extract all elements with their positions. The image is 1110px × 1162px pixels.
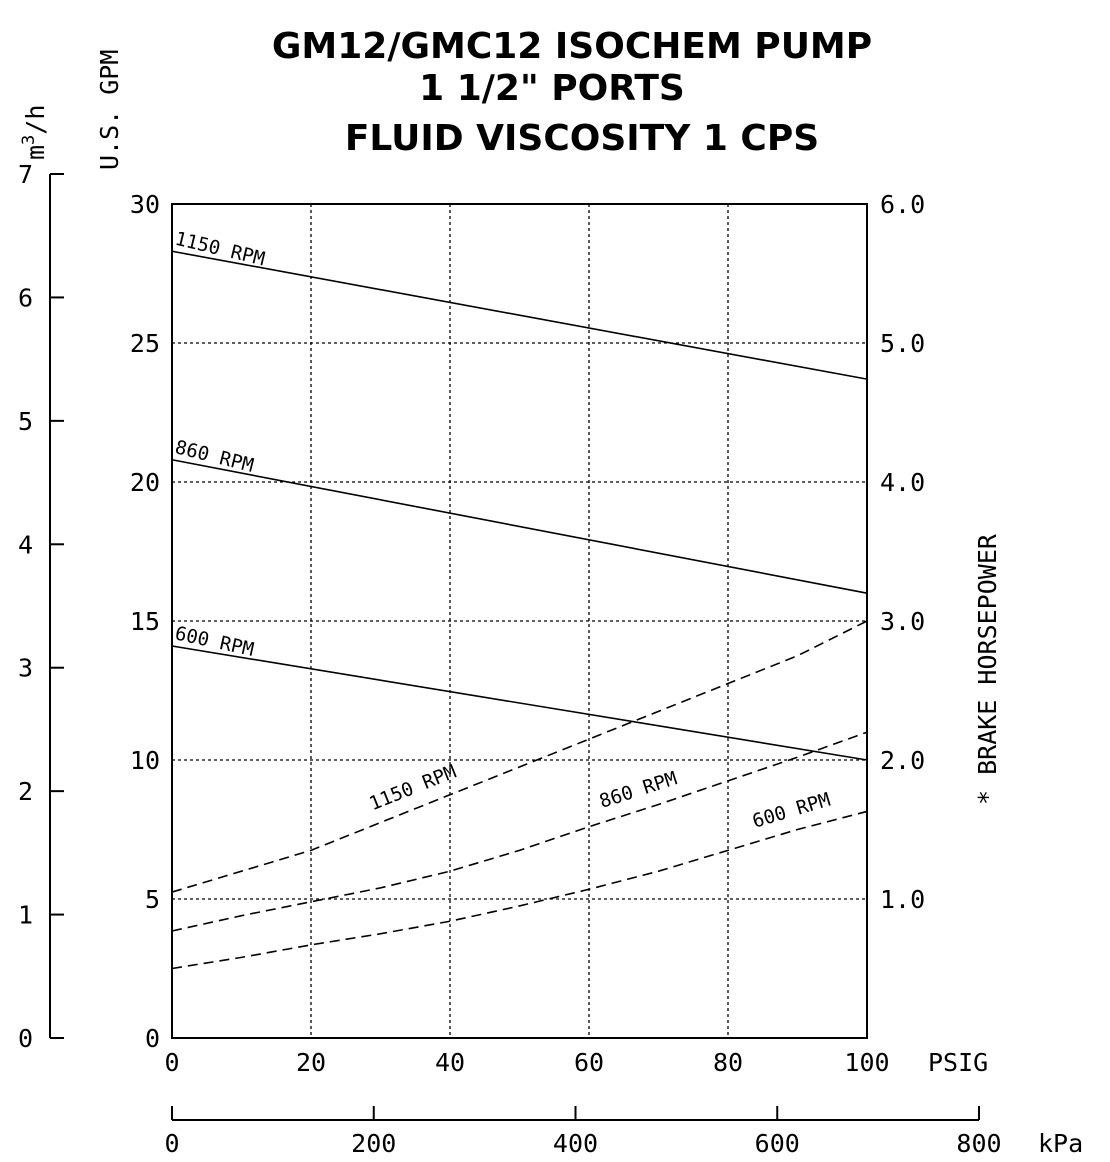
gpm-tick-label-1: 5 <box>145 885 160 914</box>
power-label-860-rpm: 860 RPM <box>597 767 680 812</box>
psig-tick-label-0: 0 <box>164 1048 179 1077</box>
m3h-tick-label-7: 7 <box>18 160 33 189</box>
m3h-axis <box>49 173 64 1039</box>
title-line-2: 1 1/2" PORTS <box>419 68 685 109</box>
m3h-tick-label-4: 4 <box>18 530 33 559</box>
psig-axis-label: PSIG <box>928 1048 988 1077</box>
flow-line-860-rpm <box>171 458 868 594</box>
horsepower-tick-label-3: 4.0 <box>880 468 925 497</box>
psig-tick-label-1: 20 <box>296 1048 326 1077</box>
series <box>171 250 868 970</box>
flow-label-600-rpm: 600 RPM <box>173 622 256 661</box>
plot-frame <box>171 203 868 1039</box>
m3h-tick-label-2: 2 <box>18 777 33 806</box>
kpa-tick-label-1: 200 <box>351 1129 396 1158</box>
gpm-tick-label-5: 25 <box>130 329 160 358</box>
kpa-tick-label-3: 600 <box>755 1129 800 1158</box>
grid <box>172 204 867 1038</box>
psig-tick-label-2: 40 <box>435 1048 465 1077</box>
psig-tick-label-3: 60 <box>574 1048 604 1077</box>
kpa-tick-label-4: 800 <box>956 1129 1001 1158</box>
m3h-axis-label: m3/h <box>19 105 50 160</box>
axis-labels: m3/h U.S. GPM * BRAKE HORSEPOWER PSIG kP… <box>19 50 1083 1158</box>
flow-label-1150-rpm: 1150 RPM <box>173 228 267 271</box>
kpa-axis <box>171 1106 980 1121</box>
horsepower-tick-label-4: 5.0 <box>880 329 925 358</box>
gpm-tick-label-6: 30 <box>130 190 160 219</box>
horsepower-axis-label: * BRAKE HORSEPOWER <box>973 533 1002 805</box>
psig-tick-label-4: 80 <box>713 1048 743 1077</box>
m3h-tick-label-3: 3 <box>18 654 33 683</box>
power-line-1150-rpm <box>171 620 868 893</box>
kpa-axis-label: kPa <box>1038 1129 1083 1158</box>
m3h-tick-label-1: 1 <box>18 901 33 930</box>
m3h-tick-label-6: 6 <box>18 283 33 312</box>
horsepower-tick-label-1: 2.0 <box>880 746 925 775</box>
horsepower-tick-label-0: 1.0 <box>880 885 925 914</box>
horsepower-tick-label-2: 3.0 <box>880 607 925 636</box>
chart-title: GM12/GMC12 ISOCHEM PUMP 1 1/2" PORTS FLU… <box>272 26 872 159</box>
flow-line-1150-rpm <box>171 250 868 380</box>
kpa-tick-label-0: 0 <box>164 1129 179 1158</box>
power-line-600-rpm <box>171 810 868 970</box>
gpm-tick-label-2: 10 <box>130 746 160 775</box>
flow-label-860-rpm: 860 RPM <box>173 436 256 477</box>
power-line-860-rpm <box>171 731 868 932</box>
title-line-3: FLUID VISCOSITY 1 CPS <box>345 118 819 159</box>
gpm-tick-label-3: 15 <box>130 607 160 636</box>
m3h-tick-label-0: 0 <box>18 1024 33 1053</box>
power-label-600-rpm: 600 RPM <box>750 789 833 833</box>
m3h-tick-label-5: 5 <box>18 407 33 436</box>
flow-line-600-rpm <box>171 645 868 761</box>
gpm-axis-label: U.S. GPM <box>95 50 124 170</box>
gpm-tick-label-4: 20 <box>130 468 160 497</box>
power-label-1150-rpm: 1150 RPM <box>366 761 459 815</box>
psig-tick-label-5: 100 <box>844 1048 889 1077</box>
curve-labels: 1150 RPM 860 RPM 600 RPM 1150 RPM 860 RPM 600… <box>173 228 833 833</box>
gpm-tick-label-0: 0 <box>145 1024 160 1053</box>
kpa-tick-label-2: 400 <box>553 1129 598 1158</box>
horsepower-tick-label-5: 6.0 <box>880 190 925 219</box>
title-line-1: GM12/GMC12 ISOCHEM PUMP <box>272 26 872 67</box>
